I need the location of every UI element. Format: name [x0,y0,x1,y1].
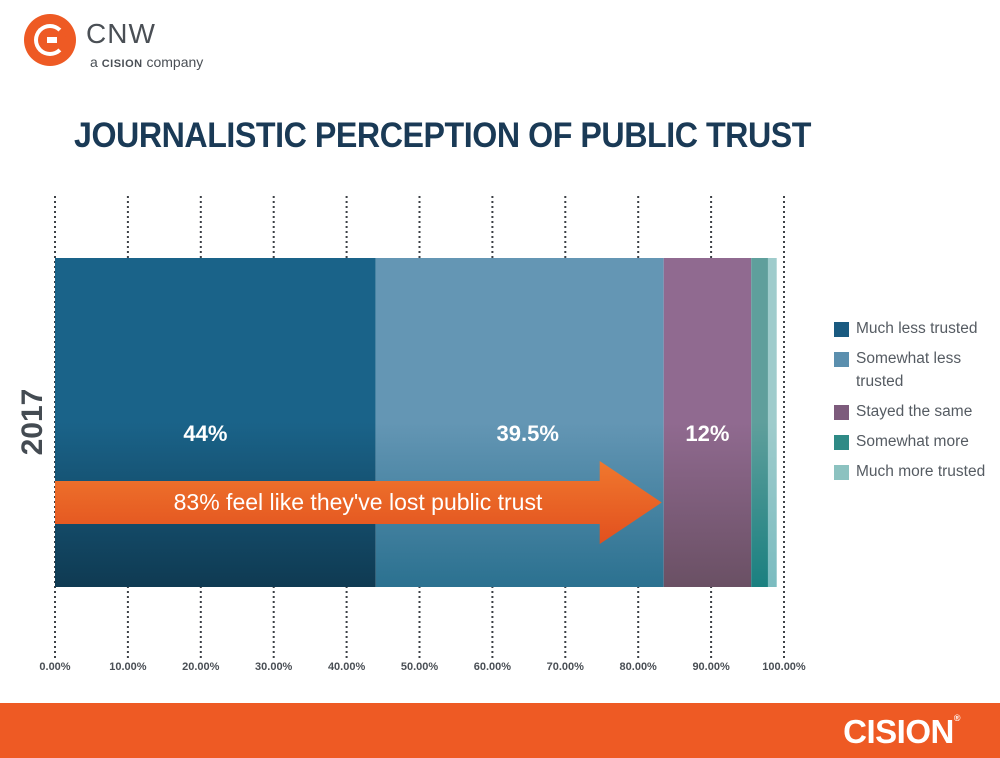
logo-name: CNW [86,18,156,49]
legend-swatch [834,322,849,337]
legend-item: Much more trusted [834,460,994,483]
legend-swatch [834,435,849,450]
bar-segment-stayed-the-same [663,258,752,587]
data-label: 12% [685,421,729,446]
x-tick-label: 50.00% [401,661,439,673]
x-tick-label: 100.00% [762,661,806,673]
x-tick-label: 30.00% [255,661,293,673]
footer-bar: CISION® [0,703,1000,758]
data-labels: 44% 39.5% 12% [183,421,729,446]
x-tick-label: 0.00% [39,661,70,673]
bar-segment-somewhat-more [751,258,768,587]
legend-label: Somewhat less trusted [856,350,962,390]
x-tick-label: 80.00% [620,661,658,673]
legend-label: Much less trusted [856,320,978,337]
legend-item: Somewhat more [834,430,994,453]
x-tick-label: 70.00% [547,661,585,673]
bar-segment-much-less-trusted [55,258,376,587]
x-tick-label: 60.00% [474,661,512,673]
annotation-arrow: 83% feel like they've lost public trust [55,461,662,544]
category-label: 2017 [16,389,49,456]
legend: Much less trusted Somewhat less trusted St… [834,317,994,490]
bar-segments [55,258,777,587]
x-axis-ticks: 0.00% 10.00% 20.00% 30.00% 40.00% 50.00% 60.00… [39,661,806,673]
legend-item: Stayed the same [834,400,994,423]
annotation-text: 83% feel like they've lost public trust [174,489,543,515]
bar-segment-much-more-trusted [767,258,777,587]
cnw-logo: CNW a CISION company [24,14,244,74]
legend-label: Stayed the same [856,403,973,420]
cision-c-icon [24,14,76,66]
x-tick-label: 10.00% [109,661,147,673]
legend-label: Somewhat more [856,433,969,450]
legend-item: Much less trusted [834,317,994,340]
legend-swatch [834,405,849,420]
x-tick-label: 20.00% [182,661,220,673]
legend-item: Somewhat less trusted [834,347,994,393]
data-label: 44% [183,421,227,446]
chart-title: JOURNALISTIC PERCEPTION OF PUBLIC TRUST [74,116,812,155]
legend-swatch [834,465,849,480]
legend-swatch [834,352,849,367]
x-tick-label: 90.00% [692,661,730,673]
logo-tagline: a CISION company [90,54,204,70]
stacked-bar-chart: 83% feel like they've lost public trust … [16,196,806,673]
data-label: 39.5% [497,421,559,446]
footer-brand: CISION® [843,713,960,750]
legend-label: Much more trusted [856,463,986,480]
x-tick-label: 40.00% [328,661,366,673]
annotation-arrow-shape [55,461,662,544]
